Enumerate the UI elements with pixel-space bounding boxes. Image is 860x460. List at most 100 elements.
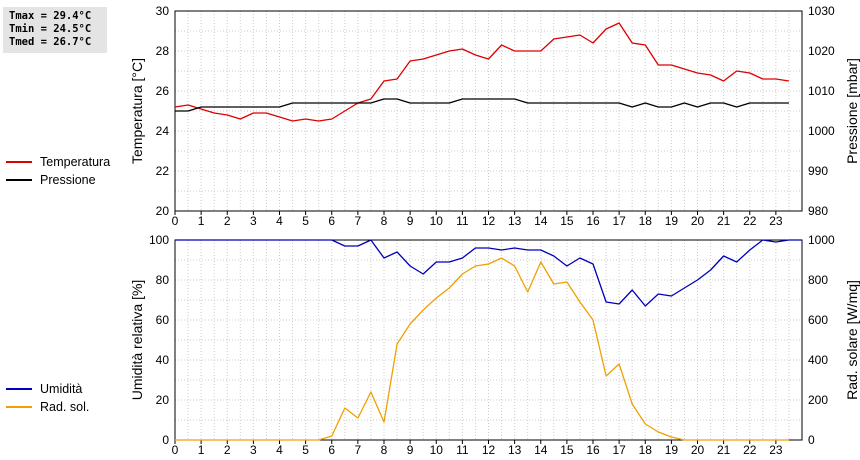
y-right-tick-label: 800 [808,273,828,287]
x-tick-label: 10 [430,214,444,228]
series-line-umidit [175,239,802,307]
x-tick-label: 17 [612,214,626,228]
y-left-tick-label: 22 [156,164,170,178]
y-right-tick-label: 200 [808,393,828,407]
x-tick-label: 18 [639,214,653,228]
y-left-tick-label: 100 [149,233,169,247]
x-tick-label: 13 [508,214,522,228]
legend-label: Rad. sol. [40,400,90,414]
x-tick-label: 3 [250,443,257,457]
x-tick-label: 9 [407,214,414,228]
x-tick-label: 22 [743,443,757,457]
x-tick-label: 10 [430,443,444,457]
x-tick-label: 16 [586,443,600,457]
stats-tmin: Tmin = 24.5°C [9,23,92,35]
x-tick-label: 18 [639,443,653,457]
y-right-tick-label: 0 [808,433,815,447]
series-line-pressione [175,98,789,112]
y-left-axis-label: Temperatura [°C] [129,58,145,164]
y-left-tick-label: 40 [156,353,170,367]
x-tick-label: 15 [560,214,574,228]
x-tick-label: 12 [482,443,496,457]
y-left-tick-label: 20 [156,204,170,218]
y-right-axis-label: Pressione [mbar] [844,58,860,164]
y-left-tick-label: 30 [156,4,170,18]
y-right-tick-label: 980 [808,204,828,218]
legend-swatch [6,388,32,390]
chart-bottom: 0 1 2 3 4 5 6 7 8 9 10 11 12 13 14 15 16 17 18 19 20 21 22 2302… [129,233,860,457]
series-line-temperatura [174,22,789,122]
x-tick-label: 9 [407,443,414,457]
x-tick-label: 6 [328,214,335,228]
x-tick-label: 17 [612,443,626,457]
legend-swatch [6,406,32,408]
x-tick-label: 15 [560,443,574,457]
x-tick-label: 0 [172,214,179,228]
x-tick-label: 7 [355,214,362,228]
y-right-axis-label: Rad. solare [W/mq] [844,280,860,400]
legend-swatch [6,161,32,163]
x-tick-label: 14 [534,443,548,457]
x-tick-label: 21 [717,443,731,457]
y-left-tick-label: 20 [156,393,170,407]
legend-swatch [6,179,32,181]
stats-tmed: Tmed = 26.7°C [9,36,92,48]
stats-tmax: Tmax = 29.4°C [9,10,92,22]
legend-item-umidita: Umidità [6,380,89,398]
legend-item-temperatura: Temperatura [6,153,110,171]
legend-label: Pressione [40,173,96,187]
x-tick-label: 12 [482,214,496,228]
y-right-tick-label: 1030 [808,4,835,18]
x-tick-label: 19 [665,443,679,457]
y-right-tick-label: 400 [808,353,828,367]
x-tick-label: 22 [743,214,757,228]
y-right-tick-label: 1000 [808,124,835,138]
y-left-axis-label: Umidità relativa [%] [129,280,145,401]
x-tick-label: 23 [769,214,783,228]
x-tick-label: 2 [224,214,231,228]
y-right-tick-label: 990 [808,164,828,178]
x-tick-label: 1 [198,443,205,457]
x-tick-label: 19 [665,214,679,228]
y-left-tick-label: 26 [156,84,170,98]
x-tick-label: 13 [508,443,522,457]
legend-label: Temperatura [40,155,111,169]
x-tick-label: 23 [769,443,783,457]
y-right-tick-label: 1000 [808,233,835,247]
x-tick-label: 5 [302,214,309,228]
x-tick-label: 11 [456,214,469,228]
series-line-rad-sol [175,257,789,441]
x-tick-label: 14 [534,214,548,228]
x-tick-label: 1 [198,214,205,228]
y-left-tick-label: 0 [162,433,169,447]
y-right-tick-label: 1010 [808,84,835,98]
x-tick-label: 16 [586,214,600,228]
y-left-tick-label: 60 [156,313,170,327]
chart-top: 0 1 2 3 4 5 6 7 8 9 10 11 12 13 14 15 16 17 18 19 20 21 22 2320… [129,4,860,228]
legend-item-pressione: Pressione [6,171,110,189]
legend-bottom: Umidità Rad. sol. [6,380,89,416]
x-tick-label: 20 [691,214,705,228]
x-tick-label: 4 [276,214,283,228]
x-tick-label: 2 [224,443,231,457]
x-tick-label: 8 [381,443,388,457]
x-tick-label: 5 [302,443,309,457]
x-tick-label: 11 [456,443,469,457]
x-tick-label: 20 [691,443,705,457]
y-right-tick-label: 1020 [808,44,835,58]
x-tick-label: 4 [276,443,283,457]
x-tick-label: 21 [717,214,731,228]
x-tick-label: 3 [250,214,257,228]
stats-box: Tmax = 29.4°C Tmin = 24.5°C Tmed = 26.7°… [3,7,107,53]
y-right-tick-label: 600 [808,313,828,327]
x-tick-label: 7 [355,443,362,457]
x-tick-label: 8 [381,214,388,228]
x-tick-label: 0 [172,443,179,457]
y-left-tick-label: 24 [156,124,170,138]
y-left-tick-label: 28 [156,44,170,58]
x-tick-label: 6 [328,443,335,457]
legend-top: Temperatura Pressione [6,153,110,189]
legend-label: Umidità [40,382,83,396]
legend-item-rad-sol: Rad. sol. [6,398,89,416]
